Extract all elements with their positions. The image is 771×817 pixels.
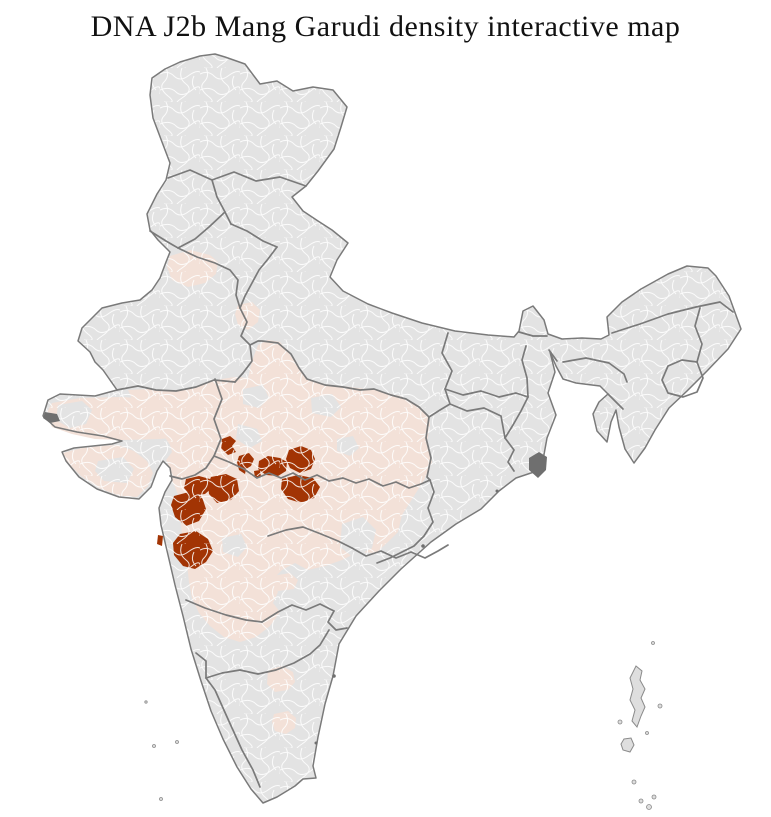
page-title: DNA J2b Mang Garudi density interactive … — [90, 10, 681, 43]
state-border — [444, 388, 529, 398]
andaman-nicobar-island[interactable] — [629, 665, 646, 728]
island-speck[interactable] — [638, 798, 644, 804]
island-speck[interactable] — [159, 797, 163, 801]
state-border — [213, 378, 223, 457]
andaman-nicobar-island[interactable] — [620, 737, 635, 753]
state-border — [444, 388, 506, 439]
state-border — [205, 629, 330, 679]
state-border — [661, 359, 704, 398]
state-border — [327, 610, 348, 631]
state-border — [205, 677, 261, 788]
island-speck[interactable] — [144, 700, 148, 704]
island-speck[interactable] — [175, 740, 179, 744]
state-border — [116, 379, 236, 392]
island-speck[interactable] — [152, 744, 156, 748]
island-speck[interactable] — [651, 794, 657, 800]
state-border — [230, 223, 278, 248]
coastal-marsh-speck — [332, 674, 336, 678]
state-border — [267, 526, 353, 549]
state-border — [249, 340, 430, 418]
state-border — [562, 357, 628, 383]
state-border — [521, 345, 529, 398]
island-speck[interactable] — [651, 641, 655, 645]
coastal-marsh-speck — [495, 489, 499, 493]
state-border — [441, 332, 453, 390]
state-border — [694, 307, 703, 363]
coastal-marsh-speck — [314, 741, 318, 745]
sundarbans-marsh — [529, 452, 547, 478]
state-border — [518, 331, 548, 337]
state-border — [177, 211, 226, 249]
state-border — [169, 455, 215, 480]
island-speck[interactable] — [631, 779, 637, 785]
state-border — [504, 396, 529, 439]
island-speck[interactable] — [645, 731, 649, 735]
state-border — [428, 403, 451, 418]
state-border — [211, 179, 232, 225]
state-border — [504, 437, 515, 472]
sundarbans-marsh — [43, 412, 60, 423]
state-border — [261, 603, 335, 623]
state-border — [149, 230, 179, 249]
high-density-district[interactable] — [157, 535, 163, 546]
state-border — [177, 247, 241, 309]
island-speck[interactable] — [657, 703, 663, 709]
state-border — [167, 169, 307, 187]
coastal-marsh-speck — [421, 544, 425, 548]
state-border — [213, 455, 431, 489]
state-border — [607, 393, 624, 410]
state-border — [195, 652, 207, 679]
india-coastline — [42, 53, 742, 804]
state-border — [185, 599, 263, 623]
state-border — [376, 479, 435, 564]
state-border — [425, 416, 432, 481]
island-speck[interactable] — [617, 719, 623, 725]
state-border — [239, 246, 278, 309]
island-speck[interactable] — [646, 804, 652, 810]
state-border — [611, 301, 734, 334]
state-border — [351, 544, 449, 559]
